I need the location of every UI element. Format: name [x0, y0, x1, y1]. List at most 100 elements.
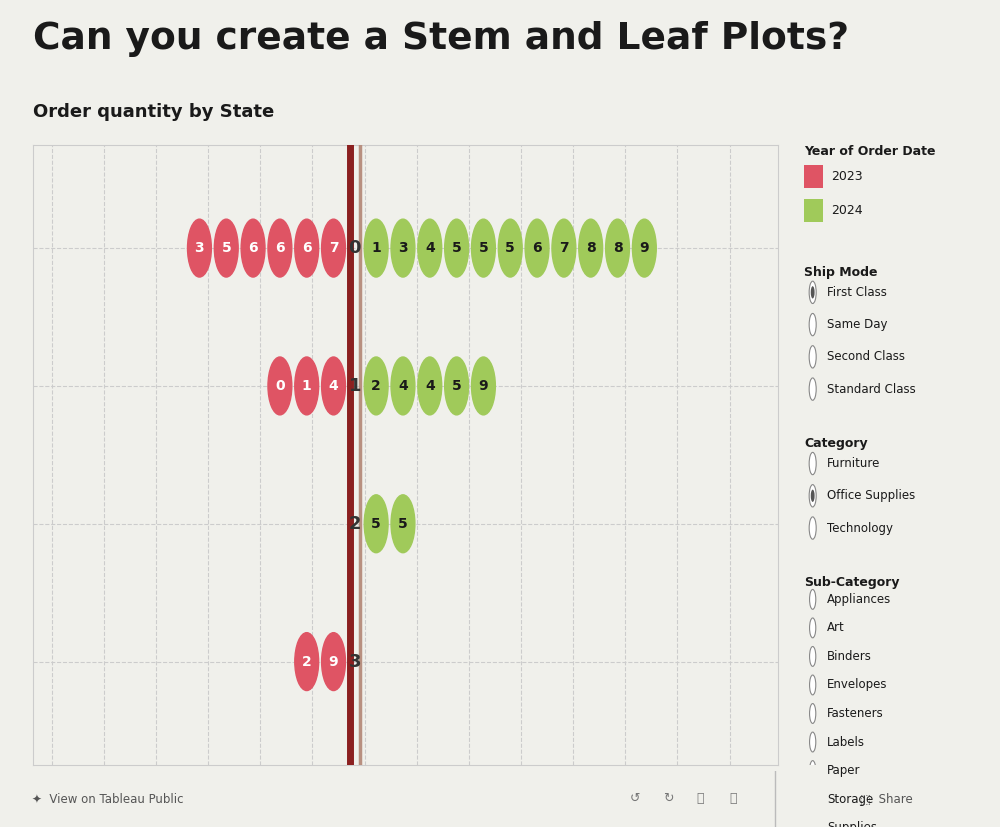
Circle shape: [810, 675, 816, 695]
Text: 9: 9: [329, 655, 338, 668]
Text: 1: 1: [302, 379, 312, 393]
Text: Same Day: Same Day: [827, 318, 888, 331]
Text: 3: 3: [349, 653, 361, 671]
Ellipse shape: [364, 357, 388, 415]
Ellipse shape: [364, 495, 388, 552]
Ellipse shape: [606, 219, 629, 277]
Circle shape: [810, 704, 816, 724]
Text: 3: 3: [398, 241, 408, 255]
Circle shape: [809, 485, 816, 507]
Text: 2: 2: [302, 655, 312, 668]
Text: ⤻: ⤻: [729, 792, 736, 805]
Text: 4: 4: [329, 379, 338, 393]
Text: Order quantity by State: Order quantity by State: [33, 103, 274, 122]
Ellipse shape: [552, 219, 576, 277]
Circle shape: [811, 490, 815, 502]
Ellipse shape: [322, 633, 345, 691]
Text: ✦  View on Tableau Public: ✦ View on Tableau Public: [32, 792, 184, 805]
Text: Fasteners: Fasteners: [827, 707, 884, 720]
Text: Appliances: Appliances: [827, 593, 892, 606]
Text: 0: 0: [349, 239, 361, 257]
Text: 2: 2: [371, 379, 381, 393]
Text: ↻: ↻: [663, 792, 674, 805]
Text: Envelopes: Envelopes: [827, 678, 888, 691]
Circle shape: [809, 281, 816, 304]
Circle shape: [811, 286, 815, 299]
Text: 7: 7: [329, 241, 338, 255]
Ellipse shape: [188, 219, 211, 277]
Text: Paper: Paper: [827, 764, 861, 777]
Circle shape: [810, 647, 816, 667]
Ellipse shape: [364, 219, 388, 277]
Ellipse shape: [391, 495, 415, 552]
Text: 6: 6: [532, 241, 542, 255]
Ellipse shape: [472, 219, 495, 277]
Ellipse shape: [241, 219, 265, 277]
Circle shape: [809, 517, 816, 539]
Text: 1: 1: [349, 377, 361, 395]
Ellipse shape: [579, 219, 603, 277]
Ellipse shape: [498, 219, 522, 277]
Text: 1: 1: [371, 241, 381, 255]
Circle shape: [810, 732, 816, 752]
Ellipse shape: [391, 219, 415, 277]
Text: 4: 4: [425, 379, 435, 393]
Text: 2024: 2024: [831, 204, 863, 217]
Circle shape: [810, 761, 816, 781]
Text: Year of Order Date: Year of Order Date: [804, 145, 935, 158]
Ellipse shape: [472, 357, 495, 415]
Text: 4: 4: [398, 379, 408, 393]
Text: 9: 9: [479, 379, 488, 393]
Text: 8: 8: [613, 241, 622, 255]
Text: 4: 4: [425, 241, 435, 255]
Text: 6: 6: [248, 241, 258, 255]
Text: 8: 8: [586, 241, 596, 255]
Text: 9: 9: [640, 241, 649, 255]
Text: 3: 3: [195, 241, 204, 255]
Ellipse shape: [525, 219, 549, 277]
Ellipse shape: [295, 633, 319, 691]
Text: 5: 5: [371, 517, 381, 531]
Text: 2: 2: [349, 514, 361, 533]
Text: Standard Class: Standard Class: [827, 383, 916, 395]
Circle shape: [809, 313, 816, 336]
Text: Office Supplies: Office Supplies: [827, 490, 916, 502]
Text: Technology: Technology: [827, 522, 893, 534]
FancyBboxPatch shape: [804, 165, 823, 189]
Text: Category: Category: [804, 437, 868, 450]
Text: Second Class: Second Class: [827, 351, 905, 363]
Ellipse shape: [295, 219, 319, 277]
Text: 5: 5: [505, 241, 515, 255]
Ellipse shape: [322, 357, 345, 415]
Text: ⤺: ⤺: [696, 792, 704, 805]
Text: Binders: Binders: [827, 650, 872, 663]
Text: ⬚  Share: ⬚ Share: [860, 792, 913, 805]
Ellipse shape: [295, 357, 319, 415]
Text: Can you create a Stem and Leaf Plots?: Can you create a Stem and Leaf Plots?: [33, 21, 849, 57]
Ellipse shape: [445, 219, 469, 277]
Text: 5: 5: [452, 241, 461, 255]
Text: First Class: First Class: [827, 286, 887, 299]
Ellipse shape: [214, 219, 238, 277]
Circle shape: [810, 818, 816, 827]
Text: 6: 6: [302, 241, 312, 255]
Text: 5: 5: [479, 241, 488, 255]
Text: 0: 0: [275, 379, 285, 393]
Circle shape: [810, 789, 816, 809]
Circle shape: [809, 346, 816, 368]
Circle shape: [811, 794, 814, 805]
Text: Supplies: Supplies: [827, 821, 877, 827]
Ellipse shape: [418, 357, 442, 415]
Text: 2023: 2023: [831, 170, 863, 183]
Text: 5: 5: [398, 517, 408, 531]
Ellipse shape: [322, 219, 345, 277]
Text: 6: 6: [275, 241, 285, 255]
Text: 5: 5: [452, 379, 461, 393]
Text: Sub-Category: Sub-Category: [804, 576, 899, 589]
Text: Ship Mode: Ship Mode: [804, 265, 877, 279]
Circle shape: [810, 618, 816, 638]
Circle shape: [810, 590, 816, 609]
Text: 7: 7: [559, 241, 569, 255]
Text: Storage: Storage: [827, 792, 874, 805]
Text: Labels: Labels: [827, 735, 865, 748]
